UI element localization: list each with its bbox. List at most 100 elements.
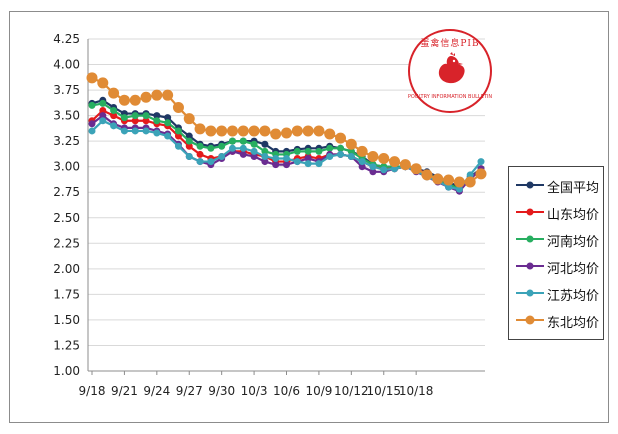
legend-item: 全国平均	[509, 175, 605, 196]
data-point	[185, 152, 193, 160]
data-point	[326, 144, 334, 152]
data-point	[304, 155, 312, 163]
data-point	[162, 89, 174, 101]
data-point	[313, 125, 325, 137]
data-point	[174, 132, 182, 140]
data-point	[194, 123, 206, 135]
legend-item: 山东均价	[509, 202, 605, 223]
data-point	[248, 125, 260, 137]
data-point	[281, 127, 292, 139]
data-point	[272, 155, 280, 163]
data-point	[250, 147, 258, 155]
data-point	[142, 112, 150, 120]
data-point	[228, 144, 236, 152]
y-tick-label: 1.50	[53, 313, 80, 327]
data-point	[118, 94, 130, 106]
data-point	[356, 145, 368, 157]
data-point	[358, 158, 366, 166]
poultry-bulletin-logo: 蛋禽信息PIB POULTRY INFORMATION BULLETIN	[405, 26, 495, 116]
data-point	[261, 147, 269, 155]
data-point	[291, 125, 303, 137]
data-point	[196, 158, 204, 166]
x-tick-label: 9/27	[176, 384, 203, 398]
x-tick-label: 9/30	[208, 384, 235, 398]
legend-item: 河南均价	[509, 229, 605, 250]
y-tick-label: 1.75	[53, 287, 80, 301]
rooster-icon	[438, 52, 465, 84]
data-point	[261, 152, 269, 160]
data-point	[153, 117, 161, 125]
data-point	[358, 163, 366, 171]
data-point	[99, 107, 107, 115]
data-point	[445, 183, 453, 191]
data-point	[261, 158, 269, 166]
legend-swatch	[516, 315, 544, 325]
y-tick-label: 3.00	[53, 160, 80, 174]
legend: 全国平均山东均价河南均价河北均价江苏均价东北均价	[508, 166, 604, 340]
data-point	[196, 142, 204, 150]
data-point	[293, 147, 301, 155]
y-tick-label: 3.75	[53, 83, 80, 97]
data-point	[369, 163, 377, 171]
data-point	[367, 150, 379, 162]
data-point	[142, 117, 150, 125]
data-point	[153, 129, 161, 137]
data-point	[110, 112, 118, 120]
data-point	[99, 99, 107, 107]
data-point	[389, 156, 401, 168]
data-point	[131, 117, 139, 125]
data-point	[196, 150, 204, 158]
x-tick-label: 10/12	[334, 384, 369, 398]
data-point	[453, 176, 465, 188]
legend-label: 东北均价	[547, 316, 600, 331]
x-tick-label: 9/18	[79, 384, 106, 398]
data-point	[391, 165, 399, 173]
data-point	[185, 132, 193, 140]
data-point	[131, 112, 139, 120]
data-point	[315, 160, 323, 168]
data-point	[239, 144, 247, 152]
data-point	[399, 159, 411, 171]
data-point	[164, 119, 172, 127]
data-point	[140, 91, 152, 103]
x-tick-label: 9/24	[143, 384, 170, 398]
data-point	[347, 147, 355, 155]
data-point	[335, 132, 347, 144]
data-point	[86, 72, 98, 84]
data-point	[347, 152, 355, 160]
data-point	[99, 117, 107, 125]
legend-item: 东北均价	[509, 310, 605, 331]
legend-swatch	[516, 235, 544, 243]
legend-item: 河北均价	[509, 256, 605, 277]
y-tick-label: 3.25	[53, 134, 80, 148]
data-point	[131, 127, 139, 135]
legend-item: 江苏均价	[509, 283, 605, 304]
data-point	[185, 137, 193, 145]
data-point	[283, 155, 290, 163]
data-point	[151, 89, 163, 101]
data-point	[443, 174, 455, 186]
data-point	[218, 152, 226, 160]
data-point	[421, 169, 433, 181]
data-point	[283, 161, 290, 169]
data-point	[97, 77, 109, 89]
data-point	[110, 122, 118, 130]
data-point	[324, 128, 336, 140]
data-point	[326, 152, 334, 160]
y-tick-label: 4.25	[53, 32, 80, 46]
data-point	[172, 101, 184, 113]
data-point	[207, 144, 215, 152]
data-point	[218, 142, 226, 150]
data-point	[369, 168, 377, 176]
data-point	[183, 113, 195, 125]
data-point	[272, 161, 280, 169]
data-point	[464, 176, 476, 188]
data-point	[259, 125, 271, 137]
legend-label: 全国平均	[547, 181, 600, 196]
data-point	[226, 125, 238, 137]
legend-swatch	[516, 289, 544, 297]
data-point	[475, 168, 487, 180]
y-tick-label: 4.00	[53, 58, 80, 72]
data-point	[466, 171, 474, 179]
